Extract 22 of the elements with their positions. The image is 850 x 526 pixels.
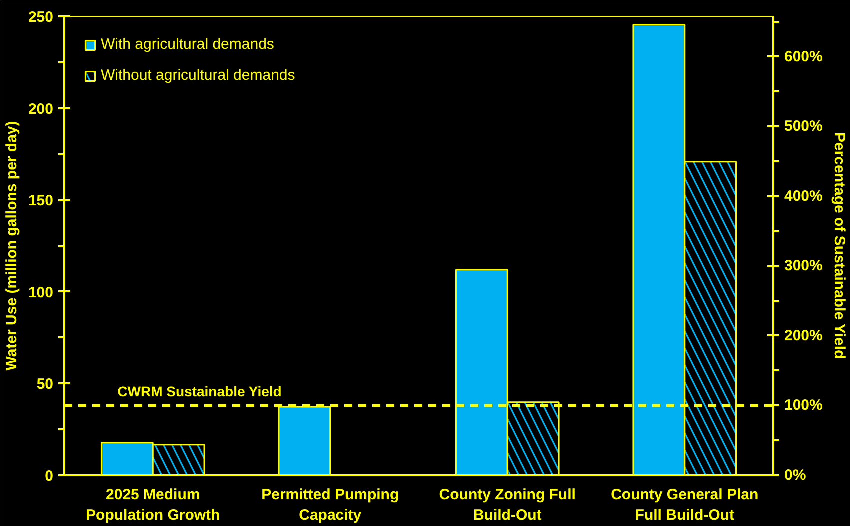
x-tick-label: County Zoning Full Build-Out: [439, 486, 576, 524]
y-tick-label: 50: [36, 376, 54, 394]
y2-axis-title: Percentage of Sustainable Yield: [830, 132, 848, 360]
y-tick-label: 150: [28, 192, 54, 210]
legend-label: With agricultural demands: [101, 36, 274, 53]
y-axis-title: Water Use (million gallons per day): [3, 121, 20, 371]
x-tick-label: 2025 Medium Population Growth: [86, 486, 220, 524]
ref-line-label: CWRM Sustainable Yield: [118, 384, 282, 400]
y-tick-label: 250: [28, 9, 54, 26]
y2-tick-label: 100%: [784, 397, 823, 414]
y-tick-label: 0: [45, 468, 54, 485]
x-tick-label: County General Plan Full Build-Out: [611, 486, 759, 524]
y2-tick-label: 400%: [784, 188, 823, 205]
y2-tick-label: 500%: [784, 118, 823, 136]
y2-tick-label: 200%: [784, 327, 823, 344]
y2-tick-label: 300%: [784, 258, 823, 275]
y2-tick-label: 0%: [784, 467, 806, 484]
y2-tick-label: 600%: [784, 48, 823, 66]
y-tick-label: 100: [28, 284, 54, 302]
legend-label: Without agricultural demands: [101, 67, 296, 84]
x-tick-label: Permitted Pumping Capacity: [262, 486, 400, 524]
y-tick-label: 200: [28, 100, 54, 118]
